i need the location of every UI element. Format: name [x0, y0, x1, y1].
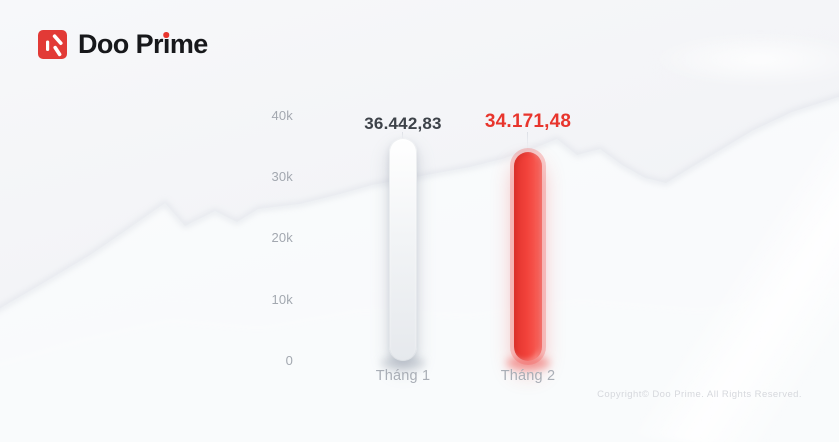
bar-base-shadow	[381, 356, 425, 370]
logo-i-dot	[163, 32, 170, 38]
y-axis-tick-30k: 30k	[271, 169, 293, 184]
logo-text-start: Doo Pr	[78, 29, 164, 59]
logo-text-end: me	[169, 29, 208, 59]
bar-value-label-thang-1: 36.442,83	[364, 114, 442, 133]
label-connector-line	[527, 132, 528, 150]
x-axis-label-thang-2: Tháng 2	[500, 368, 556, 384]
bar-value-label-thang-2: 34.171,48	[484, 111, 572, 132]
copyright-text: Copyright© Doo Prime. All Rights Reserve…	[597, 389, 802, 400]
doo-prime-logo-icon	[38, 30, 67, 59]
label-connector-line	[402, 132, 403, 139]
x-axis-label-thang-1: Tháng 1	[375, 368, 431, 384]
y-axis-tick-20k: 20k	[271, 230, 293, 245]
bar-thang-2	[514, 152, 542, 361]
bar-thang-1	[389, 138, 417, 361]
bar-base-shadow	[506, 356, 550, 370]
y-axis-tick-10k: 10k	[271, 292, 293, 307]
faint-watermark-blur	[645, 32, 839, 87]
y-axis-tick-40k: 40k	[271, 108, 293, 123]
doo-prime-logo-text: Doo Prı me	[78, 30, 208, 59]
logo-letter-i: ı	[162, 29, 170, 59]
doo-prime-logo: Doo Prı me	[38, 30, 208, 59]
y-axis-tick-0: 0	[285, 353, 293, 368]
